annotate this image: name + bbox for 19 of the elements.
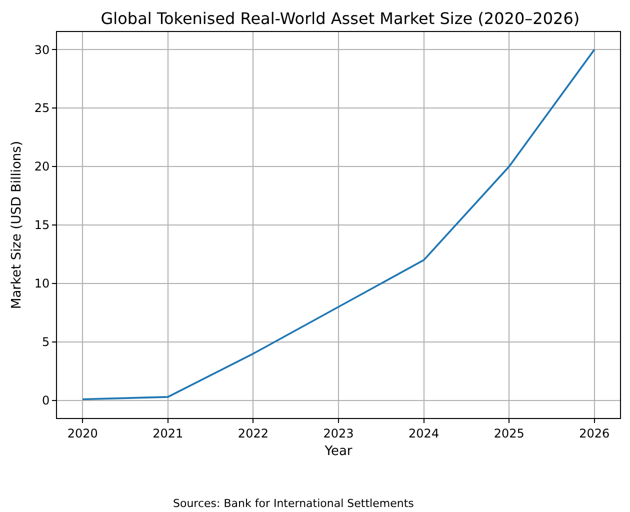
y-tick-label: 30 — [34, 42, 50, 57]
y-tick-label: 15 — [34, 218, 50, 232]
x-tick-label: 2026 — [579, 426, 610, 440]
x-tick-label: 2024 — [408, 426, 440, 440]
line-series — [82, 48, 596, 400]
chart-title: Global Tokenised Real-World Asset Market Size (2020–2026) — [100, 9, 580, 28]
x-axis-title: Year — [324, 444, 353, 459]
y-tick-label: 20 — [34, 160, 50, 174]
y-tick-label: 10 — [34, 276, 50, 291]
y-tick-label: 0 — [42, 394, 50, 408]
x-tick-label: 2023 — [323, 426, 354, 440]
x-tick-label: 2021 — [152, 426, 184, 440]
x-tick-label: 2025 — [494, 426, 524, 440]
y-tick-label: 5 — [42, 335, 50, 350]
x-tick-label: 2020 — [67, 426, 98, 440]
y-axis-title: Market Size (USD Billions) — [9, 140, 24, 310]
x-tick-label: 2022 — [238, 426, 268, 440]
source-note: Sources: Bank for International Settlements — [173, 497, 414, 510]
y-tick-label: 25 — [34, 101, 50, 116]
